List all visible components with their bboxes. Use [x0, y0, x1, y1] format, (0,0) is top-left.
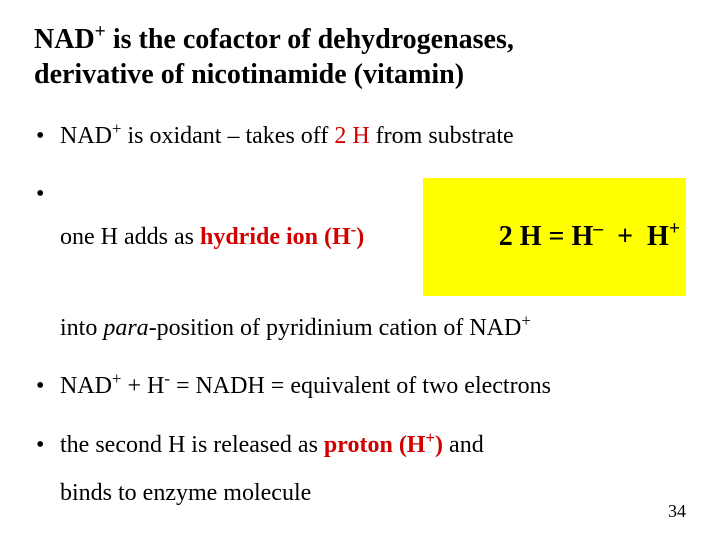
- eq-bsup: +: [669, 219, 680, 240]
- b2-bred-tail: ): [356, 224, 364, 250]
- eq-a: 2 H = H: [499, 221, 594, 252]
- title-line1-sup: +: [95, 22, 106, 43]
- bullet-4: the second H is released as proton (H+) …: [34, 429, 686, 461]
- b2c-c: -position of pyridinium cation of NAD: [149, 315, 522, 341]
- b4-a: the second H is released as: [60, 432, 324, 458]
- b3-b: + H: [121, 373, 164, 399]
- b4c-text: binds to enzyme molecule: [60, 480, 311, 506]
- bullet-1: NAD+ is oxidant – takes off 2 H from sub…: [34, 120, 686, 152]
- b1-c: 2 H: [334, 123, 369, 149]
- b2-left: one H adds as hydride ion (H-): [60, 221, 364, 253]
- b2c-csup: +: [521, 311, 530, 330]
- equation-highlight: 2 H = H– + H+: [423, 178, 686, 295]
- b1-d: from substrate: [370, 123, 514, 149]
- bullet-2-row: one H adds as hydride ion (H-) 2 H = H– …: [60, 178, 686, 295]
- title-line1-pre: NAD: [34, 24, 95, 55]
- b2-bred-text: hydride ion (H: [200, 224, 351, 250]
- b1-b: is oxidant – takes off: [121, 123, 334, 149]
- eq-b: + H: [603, 221, 669, 252]
- b2c-b: para: [103, 315, 148, 341]
- b1-a: NAD: [60, 123, 112, 149]
- title-line1-post: is the cofactor of dehydrogenases,: [106, 24, 514, 55]
- b2-bred: hydride ion (H-): [200, 224, 364, 250]
- b4-bred: proton (H+): [324, 432, 443, 458]
- b4-bred-text: proton (H: [324, 432, 426, 458]
- b3-c: = NADH = equivalent of two electrons: [170, 373, 551, 399]
- title-line2: derivative of nicotinamide (vitamin): [34, 59, 464, 90]
- bullet-4-continuation: binds to enzyme molecule: [34, 477, 686, 509]
- b2-a: one H adds as: [60, 224, 200, 250]
- b2c-a: into: [60, 315, 103, 341]
- bullet-list: NAD + is oxidant – takes off 2 H from sub…: [34, 120, 686, 509]
- b4-bred-tail: ): [435, 432, 443, 458]
- bullet-3: NAD+ + H- = NADH = equivalent of two ele…: [34, 370, 686, 402]
- b4-bred-sup: +: [425, 428, 435, 447]
- bullet-2: one H adds as hydride ion (H-) 2 H = H– …: [34, 178, 686, 295]
- bullet-2-continuation: into para-position of pyridinium cation …: [34, 312, 686, 344]
- slide-number: 34: [668, 501, 686, 522]
- slide-title: NAD+ is the cofactor of dehydrogenases, …: [34, 22, 686, 92]
- b3-a: NAD: [60, 373, 112, 399]
- eq-asup: –: [593, 219, 603, 240]
- slide: NAD+ is the cofactor of dehydrogenases, …: [0, 0, 720, 540]
- b4-c: and: [443, 432, 484, 458]
